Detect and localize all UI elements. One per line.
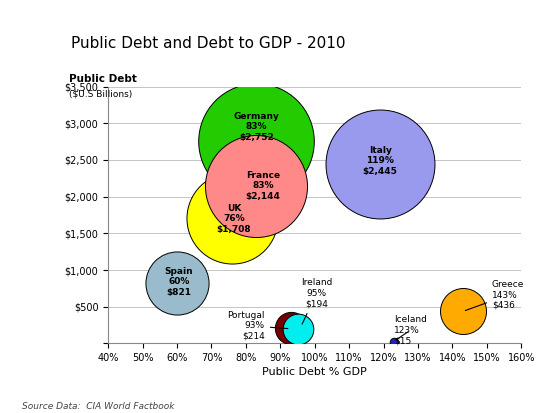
Text: Spain
60%
$821: Spain 60% $821 (164, 267, 193, 297)
Text: France
83%
$2,144: France 83% $2,144 (246, 171, 280, 201)
Text: Portugal
93%
$214: Portugal 93% $214 (227, 311, 288, 340)
Text: Public Debt and Debt to GDP - 2010: Public Debt and Debt to GDP - 2010 (71, 36, 345, 51)
Text: Germany
83%
$2,752: Germany 83% $2,752 (233, 112, 279, 142)
Text: UK
76%
$1,708: UK 76% $1,708 (217, 204, 251, 234)
Text: Public Debt: Public Debt (69, 74, 137, 84)
Text: Greece
143%
$436: Greece 143% $436 (465, 280, 524, 311)
Text: Source Data:  CIA World Factbook: Source Data: CIA World Factbook (22, 402, 174, 411)
Point (252, 138, 261, 145)
Point (252, 183, 261, 190)
Point (286, 325, 295, 331)
Text: Ireland
95%
$194: Ireland 95% $194 (301, 278, 332, 324)
Point (293, 326, 302, 332)
Point (173, 280, 182, 287)
Point (389, 339, 398, 346)
Text: Iceland
123%
$15: Iceland 123% $15 (394, 316, 427, 345)
Point (228, 215, 236, 221)
Point (376, 161, 384, 167)
Text: ($U.S Billions): ($U.S Billions) (69, 89, 132, 98)
Point (458, 308, 467, 315)
Text: Italy
119%
$2,445: Italy 119% $2,445 (362, 146, 398, 176)
X-axis label: Public Debt % GDP: Public Debt % GDP (262, 367, 367, 377)
